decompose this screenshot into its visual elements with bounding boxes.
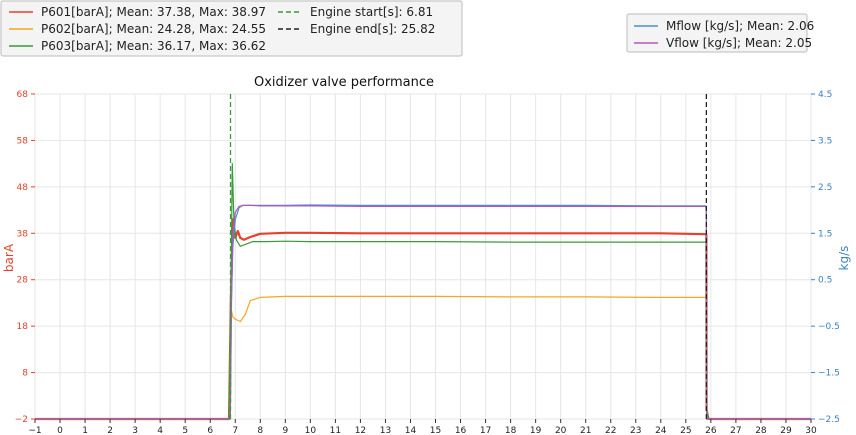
x-tick-label: −1 bbox=[28, 426, 41, 435]
x-tick-label: 27 bbox=[730, 426, 741, 435]
y-left-tick-label: 18 bbox=[17, 322, 29, 332]
y-right-tick-label: 1.5 bbox=[818, 229, 832, 239]
x-tick-label: 19 bbox=[530, 426, 542, 435]
x-tick-label: 13 bbox=[380, 426, 391, 435]
y-right-tick-label: −1.5 bbox=[818, 369, 840, 379]
x-tick-label: 0 bbox=[57, 426, 63, 435]
legend-entry-left-2-label: P603[barA]; Mean: 36.17, Max: 36.62 bbox=[41, 39, 266, 53]
x-tick-label: 9 bbox=[282, 426, 288, 435]
legend-entry-middle-1-label: Engine end[s]: 25.82 bbox=[310, 22, 435, 36]
x-tick-label: 5 bbox=[182, 426, 188, 435]
x-tick-label: 16 bbox=[455, 426, 467, 435]
x-tick-label: 2 bbox=[107, 426, 113, 435]
y-left-tick-label: 48 bbox=[17, 183, 29, 193]
x-tick-label: 26 bbox=[705, 426, 717, 435]
x-tick-label: 23 bbox=[630, 426, 641, 435]
y-right-tick-label: −2.5 bbox=[818, 415, 840, 425]
x-tick-label: 7 bbox=[232, 426, 238, 435]
x-tick-label: 12 bbox=[355, 426, 366, 435]
y-right-tick-label: 3.5 bbox=[818, 136, 832, 146]
legend-entry-right-1-label: Vflow [kg/s]; Mean: 2.05 bbox=[666, 36, 812, 50]
x-tick-label: 21 bbox=[580, 426, 591, 435]
x-tick-label: 4 bbox=[157, 426, 163, 435]
y-right-tick-label: 4.5 bbox=[818, 90, 832, 100]
y-left-tick-label: −2 bbox=[15, 415, 28, 425]
x-tick-label: 14 bbox=[405, 426, 417, 435]
x-tick-label: 15 bbox=[430, 426, 441, 435]
legend-entry-left-0-label: P601[barA]; Mean: 37.38, Max: 38.97 bbox=[41, 5, 266, 19]
legend-right-box bbox=[626, 13, 808, 53]
x-tick-label: 3 bbox=[132, 426, 138, 435]
x-tick-label: 25 bbox=[680, 426, 691, 435]
y-right-tick-label: 0.5 bbox=[818, 276, 832, 286]
x-tick-label: 30 bbox=[805, 426, 817, 435]
x-tick-label: 24 bbox=[655, 426, 667, 435]
legend-left-box bbox=[0, 0, 463, 57]
x-tick-label: 6 bbox=[207, 426, 213, 435]
x-tick-label: 17 bbox=[480, 426, 491, 435]
y-left-tick-label: 8 bbox=[22, 369, 28, 379]
x-tick-label: 29 bbox=[780, 426, 792, 435]
y-left-tick-label: 28 bbox=[17, 276, 29, 286]
legend-entry-left-1-label: P602[barA]; Mean: 24.28, Max: 24.55 bbox=[41, 22, 266, 36]
x-tick-label: 18 bbox=[505, 426, 517, 435]
chart-title: Oxidizer valve performance bbox=[254, 75, 434, 90]
x-tick-label: 22 bbox=[605, 426, 616, 435]
y-right-tick-label: 2.5 bbox=[818, 183, 832, 193]
y-right-axis-label: kg/s bbox=[837, 246, 851, 271]
x-tick-label: 10 bbox=[305, 426, 317, 435]
legend-entry-middle-0-label: Engine start[s]: 6.81 bbox=[310, 5, 433, 19]
x-tick-label: 11 bbox=[330, 426, 341, 435]
y-right-tick-label: −0.5 bbox=[818, 322, 840, 332]
y-left-tick-label: 68 bbox=[17, 90, 29, 100]
y-left-tick-label: 38 bbox=[17, 229, 29, 239]
x-tick-label: 1 bbox=[82, 426, 88, 435]
y-left-axis-label: barA bbox=[2, 243, 16, 272]
x-tick-label: 8 bbox=[257, 426, 263, 435]
legend-entry-right-0-label: Mflow [kg/s]; Mean: 2.06 bbox=[666, 19, 814, 33]
x-tick-label: 28 bbox=[755, 426, 767, 435]
x-tick-label: 20 bbox=[555, 426, 567, 435]
y-left-tick-label: 58 bbox=[17, 136, 29, 146]
plot-area bbox=[34, 93, 812, 420]
